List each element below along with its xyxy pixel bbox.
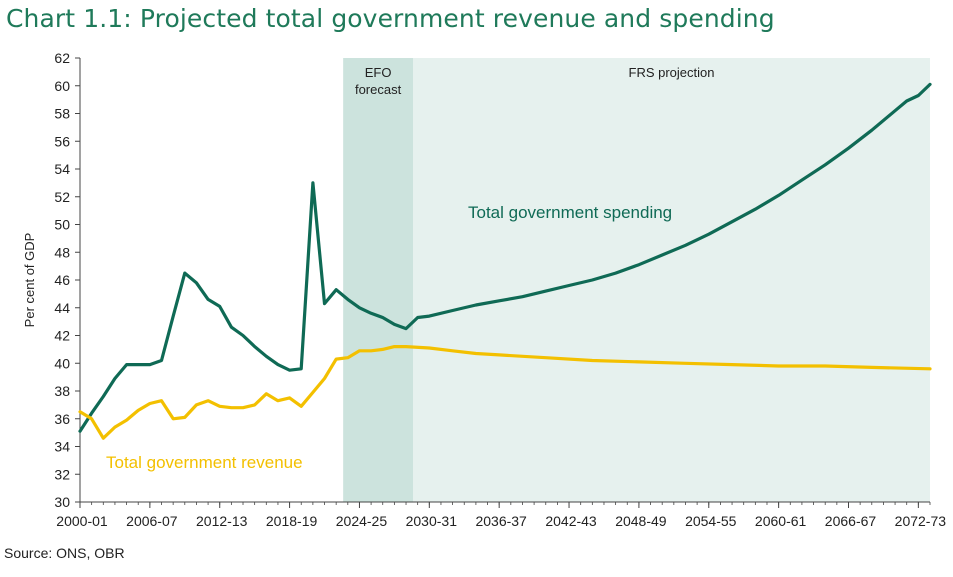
- y-tick-label: 56: [54, 133, 70, 149]
- x-tick-label: 2048-49: [615, 513, 667, 529]
- shaded-region-frs: [413, 58, 931, 502]
- annotations: Total government spending Total governmen…: [106, 203, 672, 472]
- y-tick-label: 48: [54, 244, 70, 260]
- y-tick-label: 36: [54, 411, 70, 427]
- x-tick-label: 2000-01: [56, 513, 108, 529]
- x-tick-label: 2036-37: [475, 513, 527, 529]
- shaded-region-label: FRS projection: [629, 65, 715, 80]
- y-tick-label: 38: [54, 383, 70, 399]
- x-tick-label: 2060-61: [755, 513, 807, 529]
- y-tick-label: 34: [54, 439, 70, 455]
- x-tick-label: 2024-25: [336, 513, 388, 529]
- chart-title: Chart 1.1: Projected total government re…: [6, 4, 775, 33]
- y-tick-label: 60: [54, 78, 70, 94]
- x-tick-label: 2006-07: [126, 513, 178, 529]
- y-tick-label: 54: [54, 161, 70, 177]
- shaded-region-label: EFO: [365, 65, 392, 80]
- y-tick-label: 62: [54, 50, 70, 66]
- series-line-revenue: [78, 345, 932, 440]
- x-tick-label: 2012-13: [196, 513, 248, 529]
- x-tick-label: 2066-67: [825, 513, 877, 529]
- y-tick-label: 30: [54, 494, 70, 510]
- y-tick-label: 50: [54, 217, 70, 233]
- y-tick-label: 44: [54, 300, 70, 316]
- y-tick-label: 58: [54, 106, 70, 122]
- revenue-label: Total government revenue: [106, 453, 303, 472]
- axes: 30 32 34 36 38 40 42 44 46 48 50 52 54 56 58 60 62 2000-0…: [22, 50, 946, 529]
- spending-label: Total government spending: [468, 203, 672, 222]
- source-note: Source: ONS, OBR: [4, 545, 125, 561]
- shaded-region-label: forecast: [355, 82, 402, 97]
- y-tick-label: 42: [54, 328, 70, 344]
- y-tick-label: 32: [54, 466, 70, 482]
- series-line-spending: [78, 82, 932, 433]
- x-tick-label: 2042-43: [545, 513, 597, 529]
- y-tick-label: 40: [54, 355, 70, 371]
- y-axis-label: Per cent of GDP: [22, 233, 37, 328]
- y-tick-label: 46: [54, 272, 70, 288]
- x-tick-label: 2018-19: [266, 513, 318, 529]
- x-tick-label: 2072-73: [895, 513, 947, 529]
- series-lines: [78, 82, 932, 440]
- shaded-region-efo: [343, 58, 414, 502]
- x-tick-label: 2054-55: [685, 513, 737, 529]
- y-tick-label: 52: [54, 189, 70, 205]
- shaded-regions: EFO forecast FRS projection: [343, 58, 931, 502]
- x-tick-label: 2030-31: [406, 513, 458, 529]
